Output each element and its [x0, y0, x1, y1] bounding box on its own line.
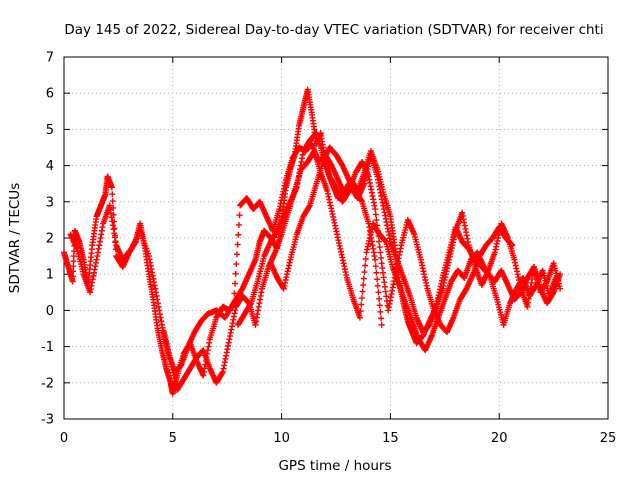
data-point	[376, 244, 383, 251]
y-tick-label: 2	[46, 232, 54, 247]
x-axis-label: GPS time / hours	[278, 458, 391, 474]
data-point	[70, 263, 77, 270]
data-point	[362, 255, 369, 262]
data-point	[373, 269, 380, 276]
data-point	[356, 314, 363, 321]
data-points	[61, 86, 564, 397]
data-point	[373, 216, 380, 223]
x-tick-labels: 0 5 10 15 20 25	[60, 431, 616, 446]
data-point	[557, 285, 564, 292]
data-point	[378, 321, 385, 328]
data-point	[375, 233, 382, 240]
y-tick-label: 1	[46, 268, 54, 283]
data-point	[232, 270, 239, 277]
data-point	[235, 221, 242, 228]
data-point	[70, 253, 77, 260]
data-point	[357, 308, 364, 315]
data-point	[361, 269, 368, 276]
y-tick-label: -2	[41, 376, 54, 391]
data-point	[69, 273, 76, 280]
data-point	[362, 262, 369, 269]
data-point	[374, 276, 381, 283]
y-tick-label: -1	[41, 340, 54, 355]
y-tick-label: -3	[41, 413, 54, 428]
y-tick-label: 5	[46, 123, 54, 138]
x-tick-label: 15	[382, 431, 399, 446]
axis-ticks	[63, 56, 609, 420]
data-point	[108, 184, 115, 191]
data-point	[360, 275, 367, 282]
data-point	[358, 295, 365, 302]
data-point	[376, 295, 383, 302]
data-point	[374, 222, 381, 229]
data-point	[109, 191, 116, 198]
x-tick-label: 10	[273, 431, 290, 446]
data-point	[376, 302, 383, 309]
data-point	[359, 288, 366, 295]
data-point	[231, 290, 238, 297]
data-point	[372, 206, 379, 213]
data-point	[374, 227, 381, 234]
data-point	[358, 301, 365, 308]
y-tick-label: 4	[46, 159, 54, 174]
y-tick-label: 0	[46, 304, 54, 319]
x-tick-label: 25	[600, 431, 617, 446]
data-point	[372, 211, 379, 218]
y-tick-label: 7	[46, 51, 54, 66]
data-point	[377, 308, 384, 315]
data-point	[557, 271, 564, 278]
data-point	[234, 241, 241, 248]
data-point	[235, 231, 242, 238]
y-axis-label: SDTVAR / TECUs	[7, 183, 23, 293]
data-point	[70, 258, 77, 265]
data-point	[109, 198, 116, 205]
x-tick-label: 0	[60, 431, 68, 446]
data-point	[236, 212, 243, 219]
data-point	[233, 261, 240, 268]
y-tick-labels: -3 -2 -1 0 1 2 3 4 5 6 7	[41, 51, 54, 428]
data-point	[509, 242, 516, 249]
data-point	[378, 315, 385, 322]
data-point	[376, 238, 383, 245]
data-point	[69, 278, 76, 285]
data-point	[375, 289, 382, 296]
y-tick-label: 3	[46, 195, 54, 210]
data-point	[374, 282, 381, 289]
data-point	[552, 274, 559, 281]
y-tick-label: 6	[46, 87, 54, 102]
x-tick-label: 20	[491, 431, 508, 446]
data-point	[70, 268, 77, 275]
data-point	[232, 280, 239, 287]
x-tick-label: 5	[169, 431, 177, 446]
data-point	[377, 249, 384, 256]
data-point	[360, 282, 367, 289]
chart-title: Day 145 of 2022, Sidereal Day-to-day VTE…	[64, 22, 603, 38]
data-point	[372, 263, 379, 270]
data-point	[372, 256, 379, 263]
data-point	[378, 254, 385, 261]
data-point	[233, 251, 240, 258]
